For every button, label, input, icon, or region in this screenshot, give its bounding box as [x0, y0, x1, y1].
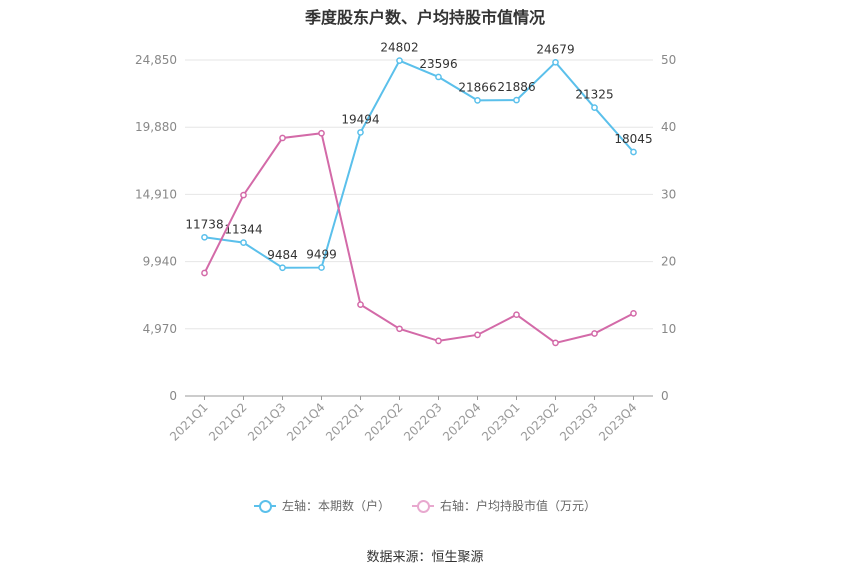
x-axis-tick-label: 2023Q1 — [479, 400, 523, 444]
data-point-left — [396, 57, 403, 64]
data-label: 19494 — [341, 112, 379, 126]
data-point-left — [357, 129, 364, 136]
data-point-right — [279, 134, 286, 142]
left-axis-tick-label: 19,880 — [135, 120, 177, 134]
data-point-right — [318, 129, 325, 137]
right-axis-tick-label: 50 — [661, 53, 676, 67]
x-axis-tick-label: 2021Q2 — [206, 400, 250, 444]
legend: 左轴：本期数（户） 右轴：户均持股市值（万元） — [0, 497, 850, 514]
left-axis-tick-label: 4,970 — [143, 322, 177, 336]
data-point-left — [513, 96, 520, 104]
data-label: 18045 — [614, 132, 652, 146]
chart-title: 季度股东户数、户均持股市值情况 — [304, 8, 545, 27]
right-axis-tick-label: 10 — [661, 322, 676, 336]
right-axis-tick-label: 0 — [661, 389, 669, 403]
left-axis-tick-label: 9,940 — [143, 255, 177, 269]
data-point-right — [552, 339, 559, 347]
data-point-left — [591, 104, 598, 112]
x-axis-tick-label: 2023Q4 — [596, 400, 640, 444]
legend-label-left: 左轴：本期数（户） — [281, 499, 390, 513]
data-label: 9484 — [267, 248, 298, 262]
x-axis-tick-label: 2023Q3 — [557, 400, 601, 444]
legend-label-right: 右轴：户均持股市值（万元） — [440, 499, 597, 513]
data-point-right — [513, 311, 520, 319]
data-point-left — [318, 264, 325, 271]
data-point-right — [240, 191, 247, 199]
x-axis-tick-label: 2021Q4 — [284, 400, 328, 444]
data-point-left — [552, 58, 559, 66]
x-axis-tick-label: 2023Q2 — [518, 400, 562, 444]
data-point-right — [357, 301, 364, 308]
legend-swatch-left — [253, 499, 276, 513]
series-line-right — [203, 132, 634, 344]
x-axis-tick-label: 2021Q1 — [167, 400, 211, 444]
right-axis-tick-label: 20 — [661, 255, 676, 269]
data-point-right — [201, 269, 208, 277]
data-point-right — [474, 331, 481, 339]
data-point-right — [435, 337, 442, 345]
data-label: 11344 — [224, 223, 262, 237]
data-label: 24802 — [380, 41, 418, 55]
legend-swatch-right — [412, 499, 434, 513]
line-chart: 0 4,970 9,940 14,910 19,880 24,850 0 10 20 30 40 50… — [135, 41, 676, 444]
data-point-left — [630, 148, 637, 156]
right-axis-tick-label: 30 — [661, 187, 676, 201]
data-point-left — [435, 73, 442, 81]
left-axis-tick-label: 0 — [169, 389, 177, 403]
data-point-right — [591, 330, 598, 337]
series-line-left — [204, 59, 635, 269]
left-axis-tick-label: 24,850 — [135, 53, 177, 67]
data-label: 24679 — [536, 42, 574, 56]
data-label: 23596 — [419, 57, 457, 71]
x-axis-tick-label: 2022Q1 — [323, 400, 367, 444]
data-point-left — [474, 96, 481, 104]
data-label: 21325 — [575, 88, 613, 102]
data-point-right — [396, 325, 403, 333]
data-source: 数据来源：恒生聚源 — [366, 550, 484, 565]
x-axis-tick-label: 2021Q3 — [245, 400, 289, 444]
x-axis-tick-label: 2022Q3 — [401, 400, 445, 444]
x-axis-tick-label: 2022Q2 — [362, 400, 406, 444]
right-axis-tick-label: 40 — [661, 120, 676, 134]
left-axis-tick-label: 14,910 — [135, 187, 177, 201]
data-label: 11738 — [185, 217, 223, 231]
x-axis-tick-label: 2022Q4 — [440, 400, 484, 444]
data-point-left — [279, 264, 286, 272]
data-point-left — [240, 239, 247, 246]
data-point-right — [630, 309, 637, 317]
data-label: 9499 — [306, 248, 337, 262]
data-label: 21886 — [497, 80, 535, 94]
data-label: 21866 — [458, 80, 496, 94]
legend-item-left-series[interactable]: 左轴：本期数（户） — [253, 497, 390, 514]
legend-item-right-series[interactable]: 右轴：户均持股市值（万元） — [412, 497, 596, 514]
data-point-left — [201, 233, 208, 241]
